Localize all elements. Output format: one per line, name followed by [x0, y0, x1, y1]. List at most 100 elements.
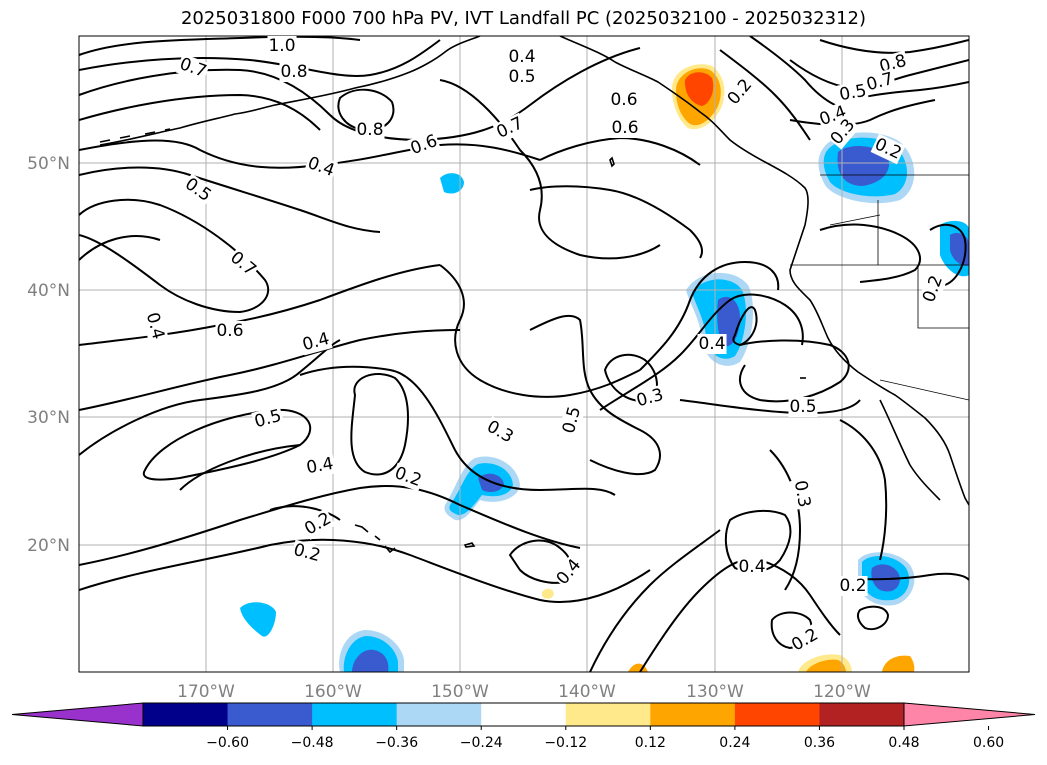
contour-label-bg — [299, 328, 333, 356]
colorbar-tick-label: −0.12 — [544, 735, 587, 751]
contour-label-bg — [918, 271, 948, 307]
contour-label-bg — [787, 624, 823, 656]
colorbar-tick-label: −0.60 — [206, 735, 249, 751]
colorbar-segment — [312, 703, 398, 726]
contour-label-bg — [836, 80, 870, 106]
colorbar-tick-label: 0.60 — [973, 735, 1004, 751]
contour-label-bg — [406, 130, 442, 160]
contour-label-bg — [552, 554, 586, 590]
contour-label: 0.4 — [698, 334, 725, 354]
contour-label: 0.6 — [216, 321, 243, 341]
contour-label-bg — [300, 508, 336, 540]
contour-label-bg — [826, 114, 860, 150]
lon-tick-label: 160°W — [304, 682, 362, 702]
contour-label-bg — [175, 53, 211, 83]
pv-contours — [79, 36, 969, 672]
contour-label: 1.0 — [268, 36, 295, 56]
map-frame — [78, 35, 970, 673]
lon-tick-label: 140°W — [558, 682, 616, 702]
contour-label-bg — [251, 405, 285, 433]
contour-label-bg — [303, 453, 337, 479]
lat-tick-label: 50°N — [27, 154, 70, 174]
contour-label-bg — [215, 321, 245, 341]
contour-label: 0.4 — [305, 454, 335, 478]
contour-label: 0.4 — [508, 47, 535, 67]
negative-anomaly-patch — [444, 456, 520, 521]
lat-tick-label: 40°N — [27, 281, 70, 301]
contour-label: 0.5 — [789, 397, 816, 417]
coastline — [99, 36, 969, 554]
colorbar-tick-label: −0.48 — [291, 735, 334, 751]
colorbar-segment — [227, 703, 313, 726]
contour-label-bg — [558, 403, 586, 437]
colorbar-tick-label: 0.12 — [635, 735, 666, 751]
contour-label-bg — [789, 477, 815, 511]
colorbar-segment — [143, 703, 229, 726]
contour-label: 0.5 — [508, 67, 535, 87]
colorbar-segment — [396, 703, 482, 726]
contour-label-bg — [609, 90, 639, 110]
lat-axis: 50°N 40°N 30°N 20°N — [27, 154, 70, 556]
colorbar-extend-min — [11, 702, 144, 727]
negative-anomaly-patch — [240, 602, 276, 637]
contour-label: 0.4 — [738, 557, 765, 577]
contour-label-bg — [507, 67, 537, 87]
lon-tick-label: 170°W — [177, 682, 235, 702]
map-title: 2025031800 F000 700 hPa PV, IVT Landfall… — [180, 8, 867, 29]
lon-tick-label: 120°W — [813, 682, 871, 702]
positive-anomaly-patch — [672, 64, 725, 130]
colorbar-tick-label: −0.24 — [460, 735, 503, 751]
negative-anomaly-patch — [440, 173, 464, 194]
contour-label-bg — [180, 173, 216, 207]
colorbar-tick-label: 0.24 — [719, 735, 750, 751]
contour-label-bg — [863, 68, 897, 96]
contour-label-bg — [290, 539, 324, 567]
contour-label: 0.6 — [611, 118, 638, 138]
colorbar-segment — [481, 703, 567, 726]
contour-label-bg — [225, 247, 261, 281]
contour-label: 0.3 — [790, 479, 814, 509]
graticule — [79, 36, 969, 672]
contour-label: 0.8 — [356, 120, 383, 140]
lat-tick-label: 20°N — [27, 536, 70, 556]
contour-label-bg — [303, 152, 339, 182]
contour-label-bg — [141, 309, 169, 343]
colorbar-segment — [650, 703, 736, 726]
contour-label-bg — [788, 397, 818, 417]
lat-tick-label: 30°N — [27, 408, 70, 428]
contour-label-bg — [492, 112, 528, 144]
contour-label-bg — [870, 133, 906, 165]
colorbar-tick-label: −0.36 — [375, 735, 418, 751]
colorbar-tick-label: 0.36 — [804, 735, 835, 751]
contour-label: 0.8 — [280, 62, 307, 82]
negative-anomaly-patch — [339, 630, 404, 672]
contour-label-bg — [267, 36, 297, 56]
contour-label: 0.5 — [838, 81, 868, 105]
contour-label-bg — [697, 334, 727, 354]
state-borders — [790, 174, 969, 401]
contour-label: 0.2 — [839, 576, 866, 596]
lon-tick-label: 150°W — [431, 682, 489, 702]
colorbar: −0.60 −0.48 −0.36 −0.24 −0.12 0.12 0.24 0.36 0.4… — [11, 702, 1036, 751]
contour-label-bg — [507, 47, 537, 67]
colorbar-extend-max — [903, 702, 1036, 727]
contour-label-bg — [723, 74, 757, 110]
colorbar-tick-label: 0.48 — [888, 735, 919, 751]
map-area — [79, 36, 969, 672]
contour-label-bg — [482, 416, 518, 448]
lon-axis: 170°W 160°W 150°W 140°W 130°W 120°W — [177, 682, 871, 702]
contour-label-bg — [633, 384, 667, 412]
contour-label-bg — [279, 62, 309, 82]
colorbar-segment — [819, 703, 905, 726]
lon-tick-label: 130°W — [686, 682, 744, 702]
contour-label-bg — [737, 557, 767, 577]
colorbar-segment — [565, 703, 651, 726]
contour-label-bg — [838, 576, 868, 596]
colorbar-outline — [142, 702, 905, 727]
contour-label: 0.6 — [610, 90, 637, 110]
contour-label-bg — [390, 462, 426, 492]
contour-label-bg — [355, 120, 385, 140]
contour-label-bg — [610, 118, 640, 138]
colorbar-segment — [734, 703, 820, 726]
